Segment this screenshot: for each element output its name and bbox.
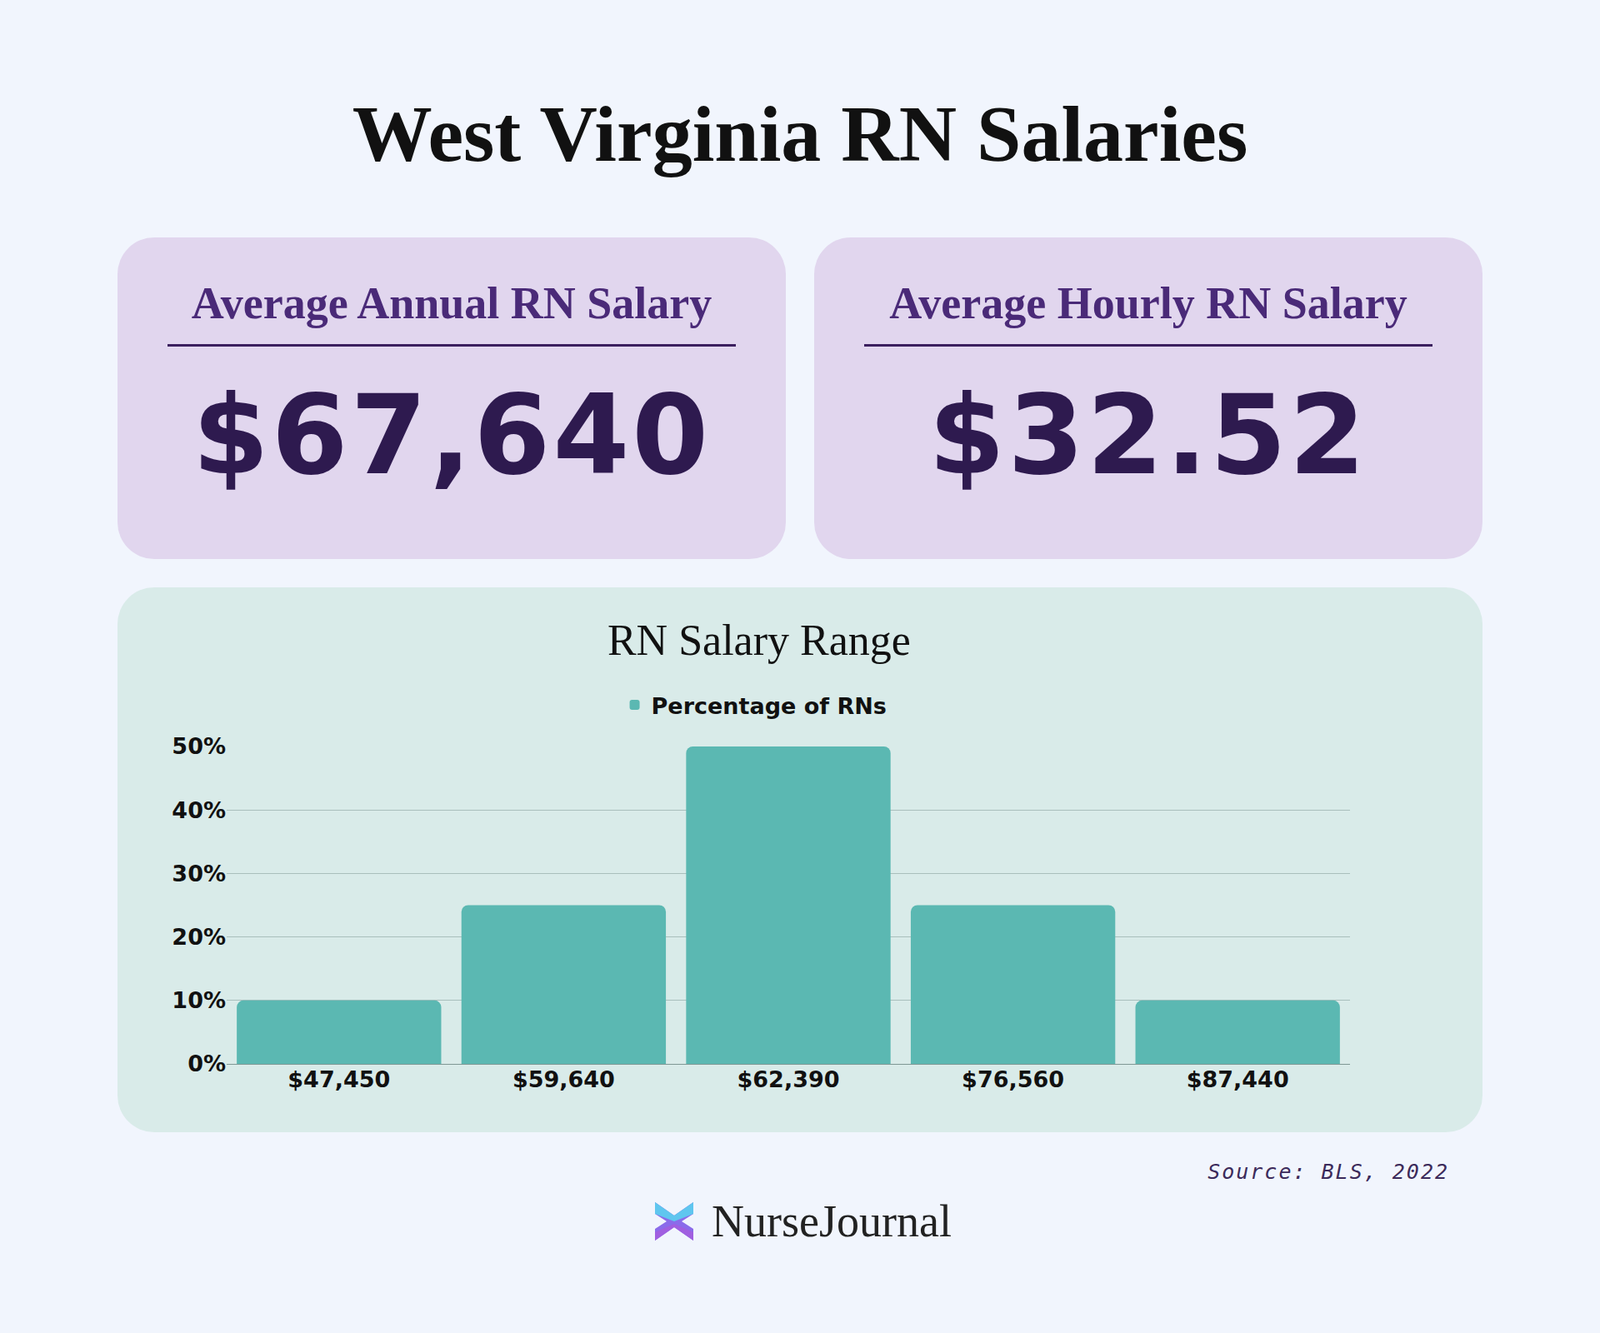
svg-text:$76,560: $76,560	[961, 1066, 1065, 1093]
svg-text:Percentage of RNs: Percentage of RNs	[651, 693, 887, 720]
svg-text:$87,440: $87,440	[1186, 1066, 1290, 1093]
svg-text:0%: 0%	[187, 1050, 226, 1077]
html-text:$67,640: $67,640	[192, 370, 711, 500]
html-text:Source: BLS, 2022: Source: BLS, 2022	[1207, 1160, 1450, 1185]
svg-text:$47,450: $47,450	[287, 1066, 390, 1093]
svg-text:10%: 10%	[171, 987, 226, 1014]
svg-text:30%: 30%	[171, 860, 226, 887]
svg-text:$59,640: $59,640	[512, 1066, 615, 1093]
svg-text:RN Salary Range: RN Salary Range	[607, 616, 911, 665]
html-text:$32.52: $32.52	[928, 370, 1369, 500]
html-text:Average Hourly RN Salary: Average Hourly RN Salary	[889, 278, 1408, 329]
svg-text:40%: 40%	[171, 797, 226, 824]
html-text:Average Annual RN Salary: Average Annual RN Salary	[191, 278, 712, 329]
html-text:NurseJournal: NurseJournal	[711, 1196, 952, 1247]
svg-text:20%: 20%	[171, 924, 226, 950]
svg-text:50%: 50%	[171, 733, 226, 760]
html-text:West Virginia RN Salaries: West Virginia RN Salaries	[352, 89, 1248, 179]
svg-text:$62,390: $62,390	[737, 1066, 840, 1093]
